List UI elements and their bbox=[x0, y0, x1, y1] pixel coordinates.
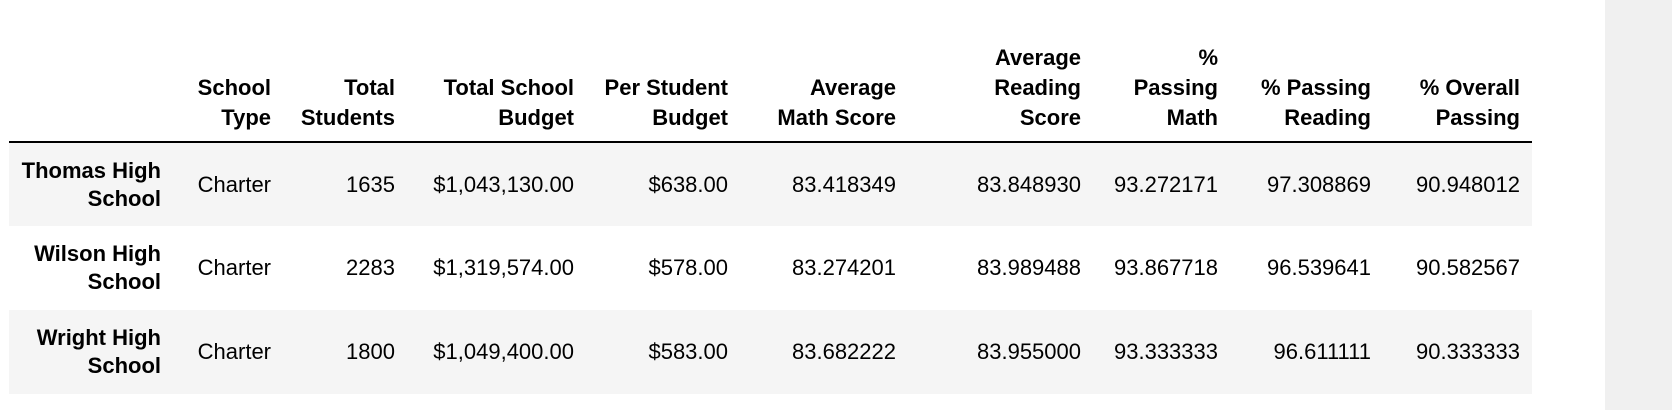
row-label: Thomas High School bbox=[21, 157, 161, 211]
column-header-average-math-score: Average Math Score bbox=[740, 36, 908, 143]
table-body: Thomas High School Charter 1635 $1,043,1… bbox=[9, 142, 1532, 394]
cell-per-student-budget: $638.00 bbox=[648, 171, 728, 197]
cell-passing-math: 93.272171 bbox=[1114, 171, 1218, 197]
cell-total-students: 2283 bbox=[346, 255, 395, 280]
column-header-total-school-budget: Total School Budget bbox=[407, 36, 586, 143]
cell-total-school-budget: $1,319,574.00 bbox=[433, 255, 574, 280]
column-header-passing-math: % Passing Math bbox=[1093, 36, 1230, 143]
cell-school-type: Charter bbox=[197, 171, 271, 197]
cell-passing-reading: 96.539641 bbox=[1267, 255, 1371, 280]
cell-overall-passing: 90.333333 bbox=[1416, 339, 1520, 364]
cell-total-school-budget: $1,049,400.00 bbox=[433, 339, 574, 364]
table-header: School Type Total Students Total School … bbox=[9, 36, 1532, 143]
column-header-total-students: Total Students bbox=[283, 36, 407, 143]
header-row: School Type Total Students Total School … bbox=[9, 36, 1532, 143]
cell-average-math-score: 83.274201 bbox=[792, 255, 896, 280]
row-label: Wright High School bbox=[36, 325, 161, 378]
column-header-passing-reading: % Passing Reading bbox=[1230, 36, 1383, 143]
cell-average-reading-score: 83.848930 bbox=[977, 171, 1081, 197]
cell-passing-reading: 97.308869 bbox=[1267, 171, 1371, 197]
cell-total-school-budget: $1,043,130.00 bbox=[433, 171, 574, 197]
row-label: Wilson High School bbox=[34, 241, 161, 294]
cell-passing-math: 93.333333 bbox=[1114, 339, 1218, 364]
column-header-average-reading-score: Average Reading Score bbox=[908, 36, 1093, 143]
cell-total-students: 1635 bbox=[346, 171, 395, 197]
cell-school-type: Charter bbox=[197, 339, 271, 364]
column-header-school-type: School Type bbox=[173, 36, 283, 143]
column-header-overall-passing: % Overall Passing bbox=[1383, 36, 1532, 143]
scrollbar-gutter[interactable] bbox=[1605, 0, 1672, 410]
cell-average-reading-score: 83.989488 bbox=[977, 255, 1081, 280]
cell-average-reading-score: 83.955000 bbox=[977, 339, 1081, 364]
cell-per-student-budget: $578.00 bbox=[648, 255, 728, 280]
cell-school-type: Charter bbox=[197, 255, 271, 280]
cell-overall-passing: 90.948012 bbox=[1416, 171, 1520, 197]
cell-per-student-budget: $583.00 bbox=[648, 339, 728, 364]
cell-overall-passing: 90.582567 bbox=[1416, 255, 1520, 280]
cell-total-students: 1800 bbox=[346, 339, 395, 364]
cell-passing-reading: 96.611111 bbox=[1273, 339, 1371, 364]
table-row: Thomas High School Charter 1635 $1,043,1… bbox=[9, 142, 1532, 226]
cell-average-math-score: 83.418349 bbox=[792, 171, 896, 197]
index-header bbox=[9, 36, 173, 143]
school-summary-table: School Type Total Students Total School … bbox=[9, 36, 1532, 394]
cell-passing-math: 93.867718 bbox=[1114, 255, 1218, 280]
table-row: Wright High School Charter 1800 $1,049,4… bbox=[9, 310, 1532, 394]
cell-average-math-score: 83.682222 bbox=[792, 339, 896, 364]
table-row: Wilson High School Charter 2283 $1,319,5… bbox=[9, 226, 1532, 310]
column-header-per-student-budget: Per Student Budget bbox=[586, 36, 740, 143]
